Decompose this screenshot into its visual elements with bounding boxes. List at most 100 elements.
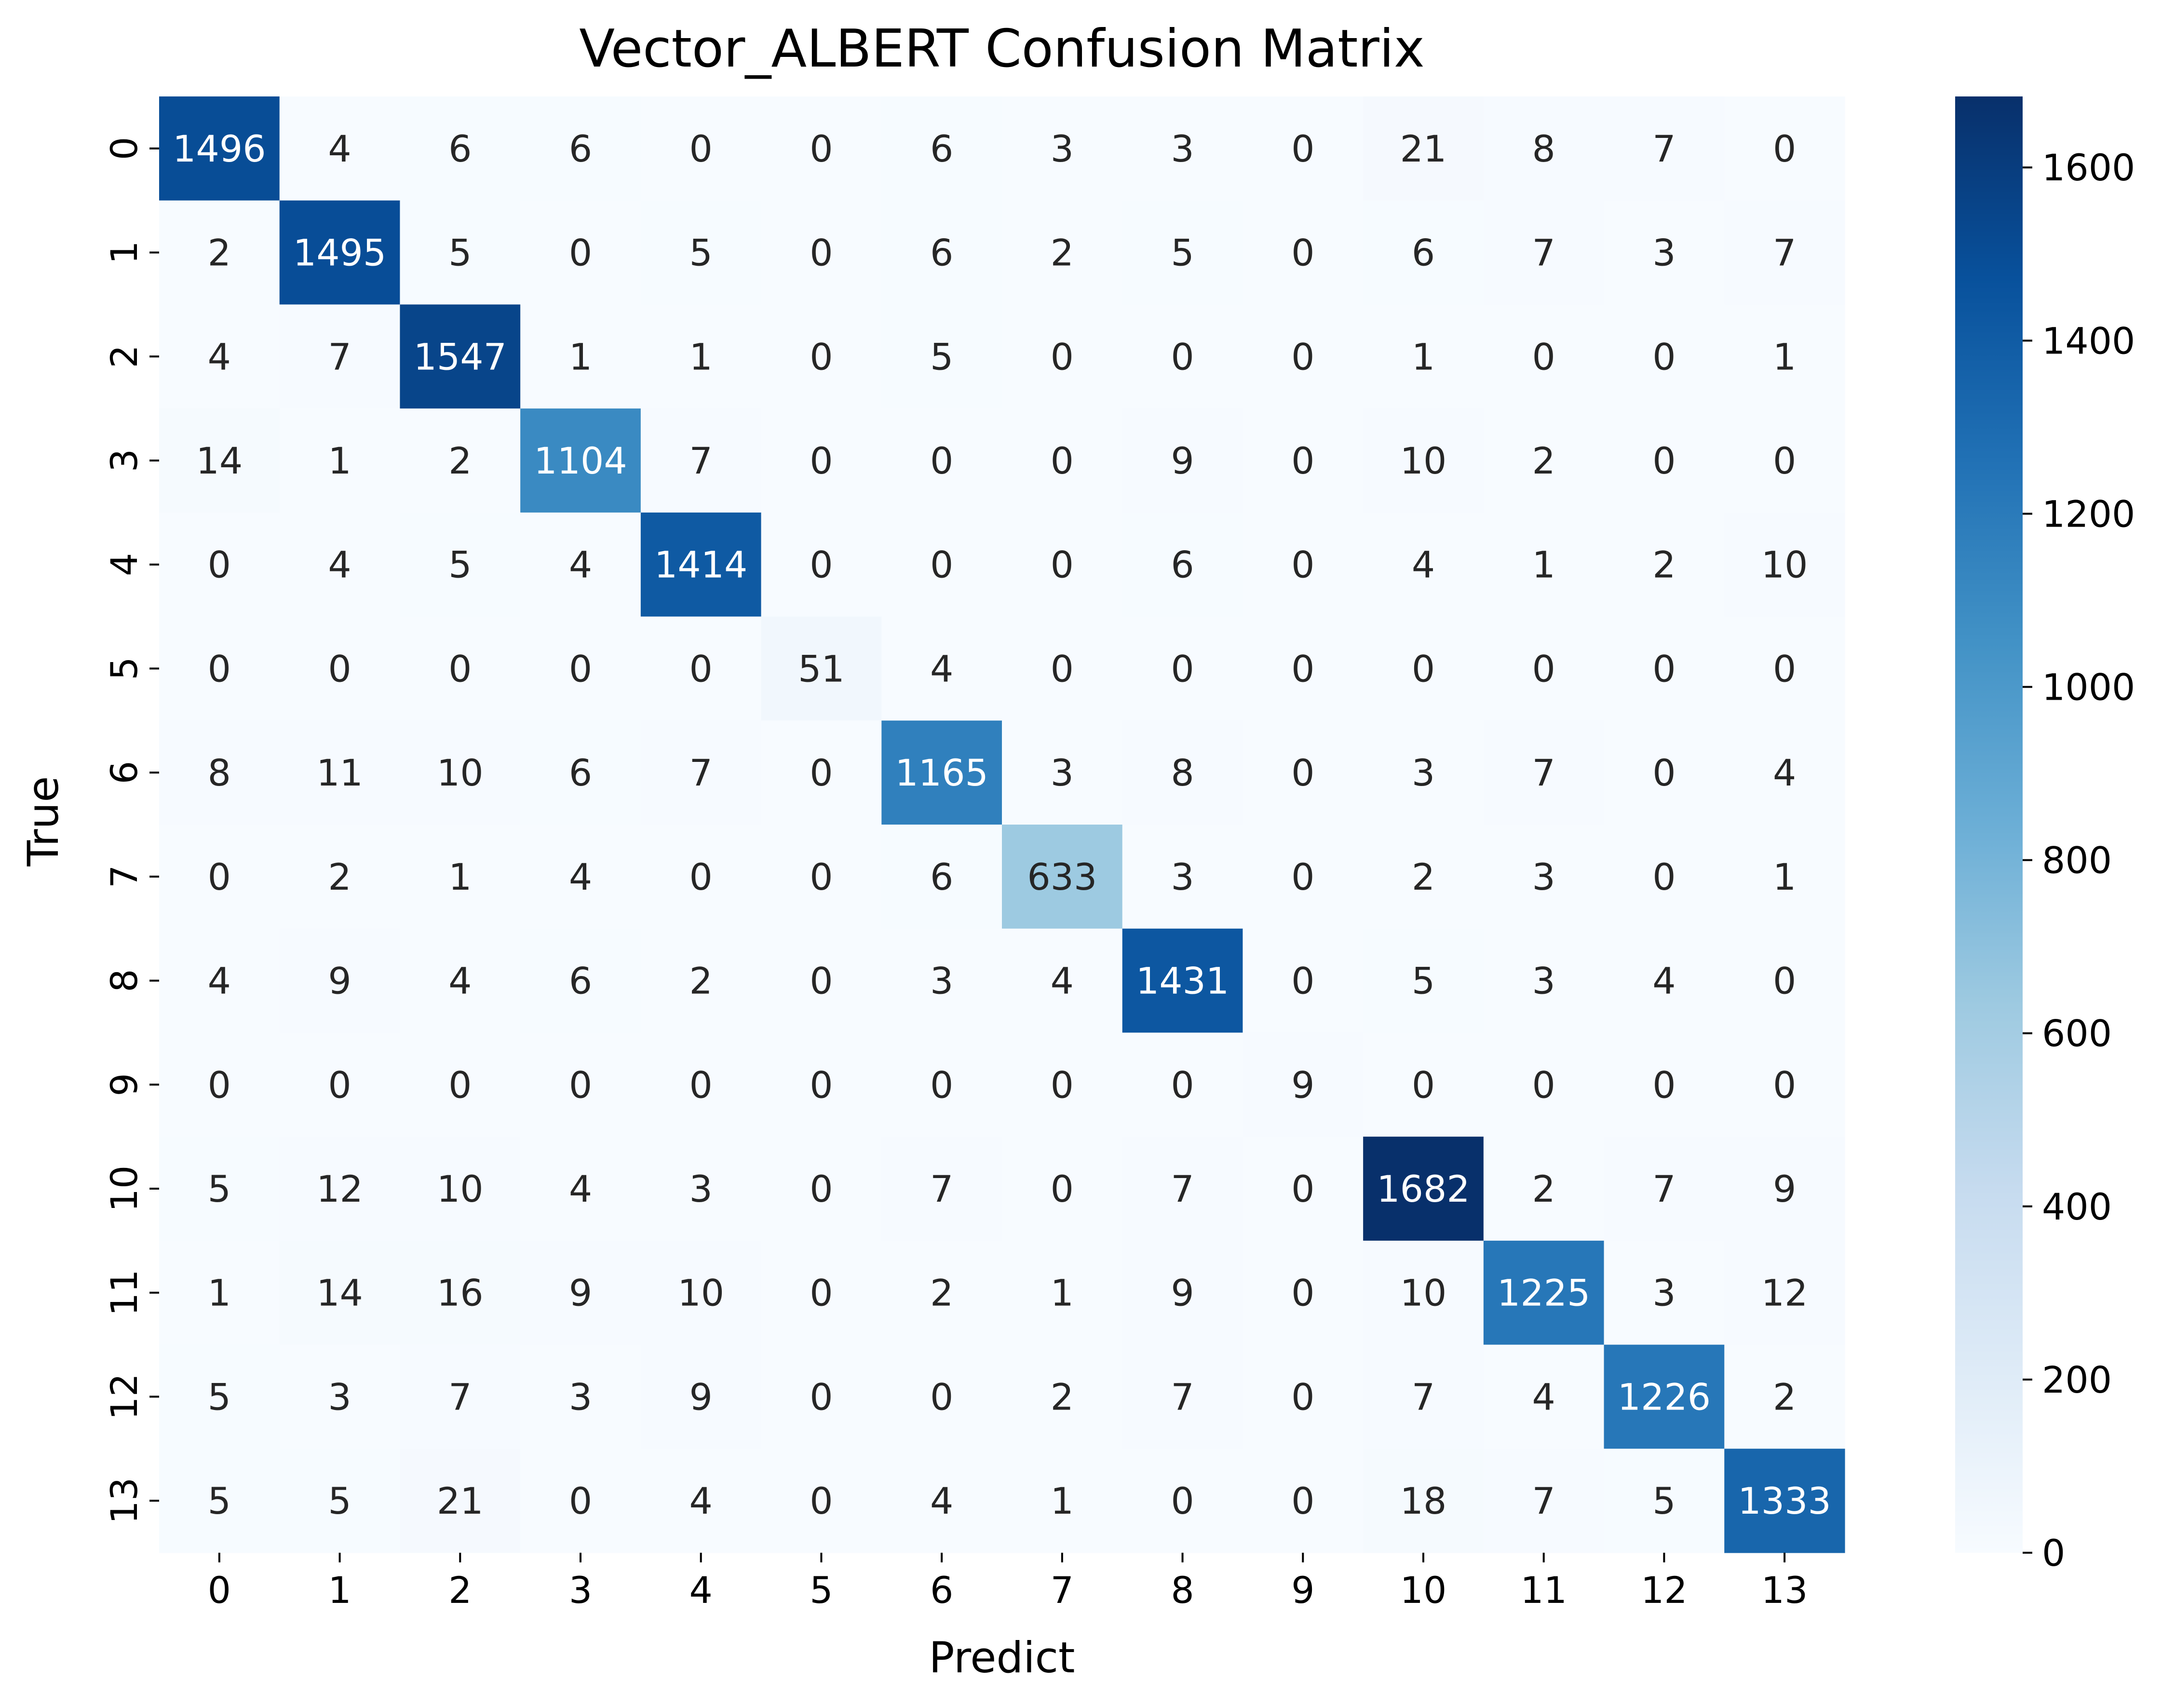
cell-value-r3-c11: 2 [1532, 439, 1555, 482]
cell-value-r12-c11: 4 [1532, 1375, 1555, 1418]
cell-value-r13-c8: 0 [1171, 1479, 1194, 1522]
cell-r7-c6 [881, 825, 1002, 929]
cell-value-r6-c4: 7 [689, 751, 713, 794]
colorbar-tick-label-4: 800 [2042, 839, 2112, 882]
cell-r11-c0 [159, 1240, 280, 1345]
y-tick-label-3: 3 [103, 449, 146, 472]
cell-r1-c8 [1122, 200, 1243, 305]
cell-value-r11-c11: 1225 [1497, 1272, 1590, 1315]
cell-r13-c8 [1122, 1449, 1243, 1553]
cell-value-r8-c7: 4 [1051, 960, 1074, 1003]
cell-r4-c5 [761, 512, 882, 617]
cell-value-r7-c8: 3 [1171, 855, 1194, 898]
cell-value-r3-c7: 0 [1051, 439, 1074, 482]
cell-value-r4-c4: 1414 [654, 543, 747, 586]
cell-value-r3-c9: 0 [1291, 439, 1314, 482]
cell-r6-c13 [1724, 720, 1845, 825]
cell-value-r9-c6: 0 [930, 1063, 953, 1106]
cell-r8-c4 [640, 928, 762, 1033]
cell-r11-c12 [1604, 1240, 1725, 1345]
cell-value-r11-c9: 0 [1291, 1272, 1314, 1315]
cell-r5-c9 [1243, 616, 1364, 721]
cell-value-r6-c6: 1165 [895, 751, 988, 794]
cell-r6-c1 [279, 720, 401, 825]
cell-r3-c11 [1483, 408, 1605, 513]
cell-r0-c9 [1243, 96, 1364, 201]
cell-value-r5-c11: 0 [1532, 647, 1555, 690]
cell-value-r4-c11: 1 [1532, 543, 1555, 586]
cell-r13-c6 [881, 1449, 1002, 1553]
cell-value-r11-c12: 3 [1652, 1272, 1675, 1315]
cell-value-r5-c7: 0 [1051, 647, 1074, 690]
cell-value-r9-c8: 0 [1171, 1063, 1194, 1106]
cell-r0-c10 [1363, 96, 1484, 201]
cell-value-r5-c3: 0 [569, 647, 592, 690]
cell-value-r4-c7: 0 [1051, 543, 1074, 586]
y-axis-label: True [18, 776, 68, 867]
y-tick-label-1: 1 [103, 241, 146, 264]
cell-value-r7-c2: 1 [448, 855, 472, 898]
colorbar-tick-label-8: 1600 [2042, 146, 2135, 189]
cell-value-r8-c11: 3 [1532, 960, 1555, 1003]
cell-r11-c10 [1363, 1240, 1484, 1345]
cell-r9-c10 [1363, 1032, 1484, 1137]
x-tick-label-4: 4 [689, 1569, 713, 1612]
cell-value-r3-c2: 2 [448, 439, 472, 482]
cell-r4-c10 [1363, 512, 1484, 617]
cell-r13-c5 [761, 1449, 882, 1553]
cell-value-r5-c0: 0 [208, 647, 231, 690]
cell-r1-c3 [520, 200, 641, 305]
x-tick-label-12: 12 [1641, 1569, 1688, 1612]
cell-value-r11-c3: 9 [569, 1272, 592, 1315]
cell-value-r0-c6: 6 [930, 127, 953, 170]
cell-r9-c3 [520, 1032, 641, 1137]
cell-r2-c3 [520, 304, 641, 409]
cell-r0-c1 [279, 96, 401, 201]
cell-value-r9-c5: 0 [810, 1063, 833, 1106]
cell-value-r13-c11: 7 [1532, 1479, 1555, 1522]
cell-r3-c0 [159, 408, 280, 513]
cell-r12-c4 [640, 1344, 762, 1449]
cell-r8-c13 [1724, 928, 1845, 1033]
cell-r7-c3 [520, 825, 641, 929]
cell-r1-c4 [640, 200, 762, 305]
cell-r12-c2 [400, 1344, 521, 1449]
cell-r9-c2 [400, 1032, 521, 1137]
cell-value-r3-c8: 9 [1171, 439, 1194, 482]
y-tick-label-9: 9 [103, 1073, 146, 1096]
cell-value-r12-c1: 3 [328, 1375, 351, 1418]
cell-value-r12-c9: 0 [1291, 1375, 1314, 1418]
cell-r9-c1 [279, 1032, 401, 1137]
cell-value-r1-c2: 5 [448, 231, 472, 274]
cell-value-r4-c5: 0 [810, 543, 833, 586]
cell-r10-c7 [1002, 1137, 1123, 1241]
cell-value-r12-c2: 7 [448, 1375, 472, 1418]
cell-r2-c8 [1122, 304, 1243, 409]
cell-value-r1-c11: 7 [1532, 231, 1555, 274]
colorbar-tick-label-0: 0 [2042, 1532, 2065, 1574]
cell-value-r12-c10: 7 [1412, 1375, 1435, 1418]
cell-r4-c13 [1724, 512, 1845, 617]
cell-value-r5-c8: 0 [1171, 647, 1194, 690]
cell-r0-c11 [1483, 96, 1605, 201]
cell-value-r6-c12: 0 [1652, 751, 1675, 794]
cell-value-r3-c6: 0 [930, 439, 953, 482]
cell-r13-c1 [279, 1449, 401, 1553]
cell-value-r5-c1: 0 [328, 647, 351, 690]
cell-value-r13-c2: 21 [437, 1479, 484, 1522]
cell-r5-c10 [1363, 616, 1484, 721]
cell-value-r1-c0: 2 [208, 231, 231, 274]
chart-title: Vector_ALBERT Confusion Matrix [579, 19, 1425, 79]
cell-value-r10-c4: 3 [689, 1167, 713, 1210]
cell-r2-c13 [1724, 304, 1845, 409]
cell-value-r1-c13: 7 [1773, 231, 1796, 274]
cell-r13-c11 [1483, 1449, 1605, 1553]
cell-r3-c5 [761, 408, 882, 513]
cell-value-r12-c0: 5 [208, 1375, 231, 1418]
cell-r12-c11 [1483, 1344, 1605, 1449]
cell-r2-c2 [400, 304, 521, 409]
cell-r1-c5 [761, 200, 882, 305]
cell-value-r0-c10: 21 [1400, 127, 1447, 170]
cell-value-r2-c2: 1547 [414, 335, 507, 378]
